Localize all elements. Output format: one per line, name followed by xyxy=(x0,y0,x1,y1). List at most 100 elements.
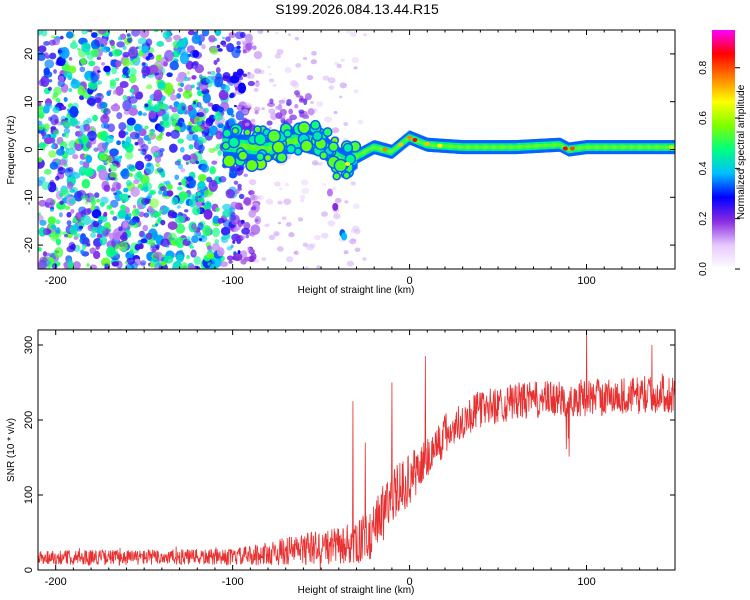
noise-speckle xyxy=(352,203,360,209)
noise-speckle xyxy=(103,211,108,217)
noise-speckle xyxy=(182,154,191,161)
noise-speckle xyxy=(209,166,216,175)
noise-speckle xyxy=(122,94,128,101)
noise-speckle xyxy=(165,131,172,137)
noise-speckle xyxy=(126,164,135,170)
noise-speckle xyxy=(41,30,48,37)
noise-speckle xyxy=(187,264,196,269)
noise-speckle xyxy=(118,241,128,252)
noise-speckle xyxy=(215,130,223,140)
noise-speckle xyxy=(118,226,123,232)
noise-speckle xyxy=(176,186,183,191)
snr-y-tick-label: 200 xyxy=(23,411,35,429)
noise-speckle xyxy=(125,151,134,160)
spectrogram-y-tick-label: -10 xyxy=(23,189,35,205)
noise-speckle xyxy=(254,106,261,112)
signal-blob xyxy=(298,122,310,133)
noise-speckle xyxy=(167,221,178,230)
noise-speckle xyxy=(128,107,138,116)
noise-speckle xyxy=(332,187,336,190)
noise-speckle xyxy=(137,183,143,189)
noise-speckle xyxy=(229,75,240,84)
noise-speckle xyxy=(266,120,273,126)
noise-speckle xyxy=(89,247,97,255)
noise-speckle xyxy=(48,150,57,158)
noise-speckle xyxy=(68,88,73,92)
noise-speckle xyxy=(233,180,239,185)
noise-speckle xyxy=(195,160,200,165)
noise-speckle xyxy=(191,159,195,162)
noise-speckle xyxy=(64,132,69,139)
noise-speckle xyxy=(240,258,247,265)
colorbar-gradient xyxy=(712,30,735,269)
noise-speckle xyxy=(128,46,138,59)
noise-speckle xyxy=(209,125,219,136)
noise-speckle xyxy=(340,58,345,62)
noise-speckle xyxy=(134,141,139,146)
noise-speckle xyxy=(160,120,170,128)
noise-speckle xyxy=(255,218,259,223)
noise-speckle xyxy=(86,97,96,106)
noise-speckle xyxy=(159,148,165,153)
noise-speckle xyxy=(141,45,149,54)
noise-speckle xyxy=(125,136,132,144)
noise-speckle xyxy=(109,210,115,216)
noise-speckle xyxy=(310,101,314,104)
signal-hotspot xyxy=(424,141,430,146)
noise-speckle xyxy=(180,262,189,269)
noise-speckle xyxy=(43,67,50,76)
noise-speckle xyxy=(186,71,190,75)
noise-speckle xyxy=(192,252,196,255)
noise-speckle xyxy=(351,56,360,63)
noise-speckle xyxy=(86,263,90,267)
noise-speckle xyxy=(92,114,98,122)
noise-speckle xyxy=(229,92,235,98)
noise-speckle xyxy=(44,136,54,145)
signal-blob xyxy=(295,148,301,155)
noise-speckle xyxy=(152,211,162,218)
noise-speckle xyxy=(338,95,343,99)
noise-speckle xyxy=(279,187,283,191)
noise-speckle xyxy=(134,172,144,182)
noise-speckle xyxy=(326,188,333,197)
snr-x-tick-label: 0 xyxy=(407,576,413,588)
noise-speckle xyxy=(268,234,276,240)
noise-speckle xyxy=(171,196,179,206)
noise-speckle xyxy=(196,101,202,108)
noise-speckle xyxy=(206,252,215,259)
noise-speckle xyxy=(145,232,153,240)
noise-speckle xyxy=(78,166,87,176)
noise-speckle xyxy=(135,160,145,171)
noise-speckle xyxy=(189,245,194,249)
noise-speckle xyxy=(126,33,131,37)
noise-speckle xyxy=(162,30,171,40)
noise-speckle xyxy=(187,104,193,112)
noise-speckle xyxy=(254,81,260,88)
snr-y-tick-label: 0 xyxy=(23,567,35,573)
noise-speckle xyxy=(333,110,338,115)
noise-speckle xyxy=(97,216,105,221)
noise-speckle xyxy=(91,226,98,234)
noise-speckle xyxy=(283,198,292,205)
chart-title: S199.2026.084.13.44.R15 xyxy=(275,1,439,17)
noise-speckle xyxy=(66,220,72,226)
noise-speckle xyxy=(65,147,69,151)
noise-speckle xyxy=(276,48,284,55)
noise-speckle xyxy=(96,80,102,85)
noise-speckle xyxy=(278,99,286,104)
spectrogram-x-axis-title: Height of straight line (km) xyxy=(298,285,415,296)
noise-speckle xyxy=(311,51,318,56)
noise-speckle xyxy=(322,75,330,81)
noise-speckle xyxy=(222,43,227,48)
noise-speckle xyxy=(341,232,348,241)
noise-speckle xyxy=(116,112,123,120)
noise-speckle xyxy=(277,200,283,205)
noise-speckle xyxy=(143,212,150,218)
noise-speckle xyxy=(235,86,239,91)
signal-blob xyxy=(320,152,327,159)
noise-speckle xyxy=(208,179,218,192)
noise-speckle xyxy=(75,125,81,129)
noise-speckle xyxy=(240,219,245,224)
noise-speckle xyxy=(80,249,85,255)
